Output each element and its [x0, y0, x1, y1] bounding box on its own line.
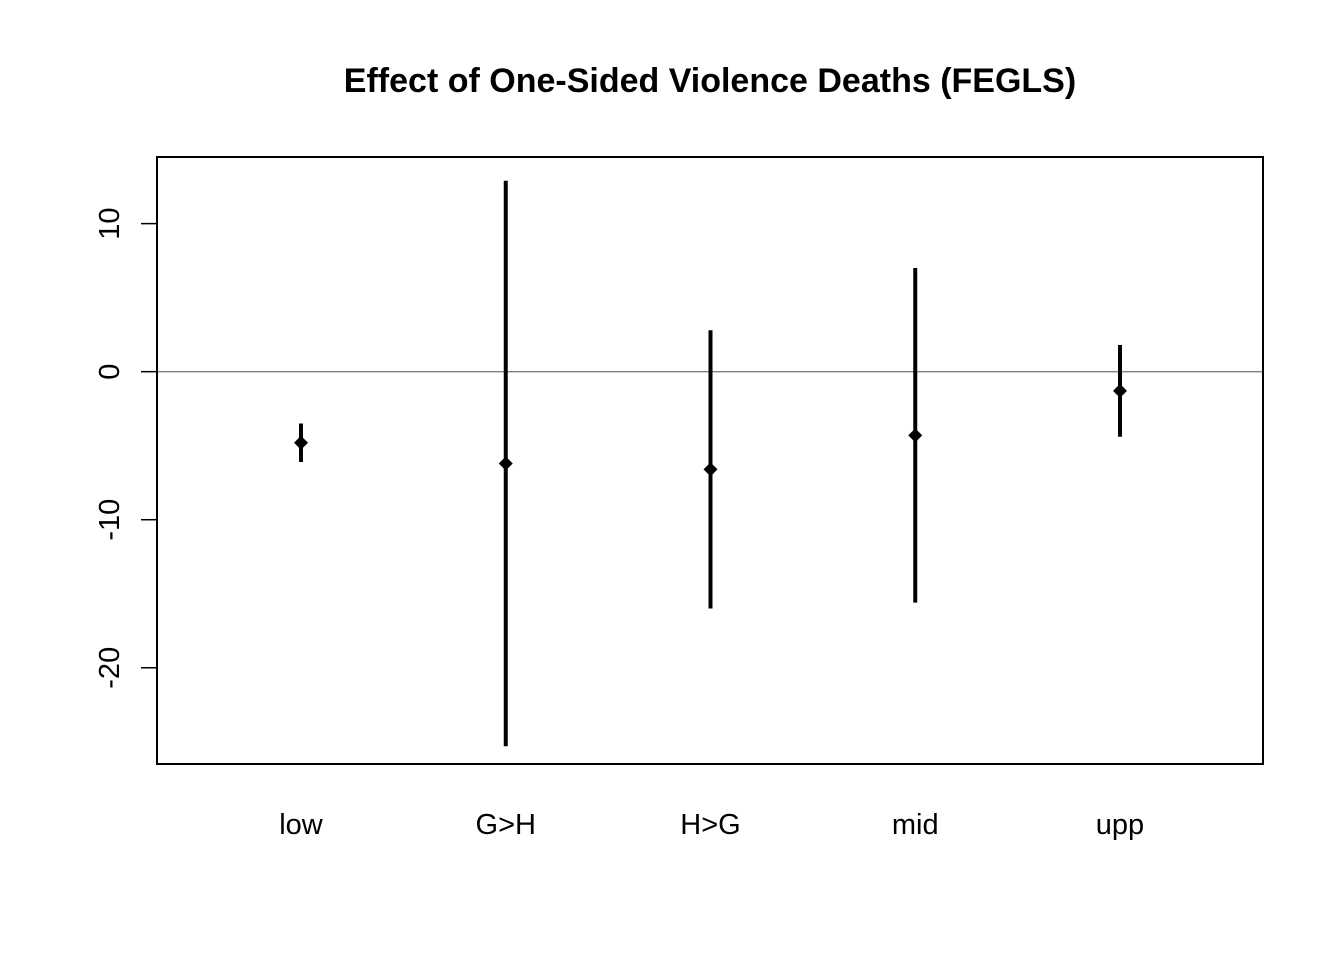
x-tick-label: G>H — [476, 809, 536, 841]
x-tick-label: upp — [1096, 809, 1144, 841]
x-tick-label: mid — [892, 809, 939, 841]
point-estimate-marker — [498, 456, 513, 471]
chart-title: Effect of One-Sided Violence Deaths (FEG… — [344, 62, 1076, 100]
x-tick-label: H>G — [680, 809, 740, 841]
point-estimate-marker — [1113, 383, 1127, 398]
point-estimate-marker — [908, 428, 923, 443]
y-tick-label: -10 — [94, 499, 126, 541]
point-estimate-marker — [294, 435, 308, 450]
x-tick-label: low — [279, 809, 324, 841]
plot-frame — [156, 156, 1264, 765]
y-tick-label: 0 — [94, 364, 126, 380]
point-estimate-marker — [703, 462, 718, 477]
y-tick-label: 10 — [94, 207, 126, 239]
marks-layer — [294, 180, 1127, 747]
y-tick-label: -20 — [94, 647, 126, 689]
